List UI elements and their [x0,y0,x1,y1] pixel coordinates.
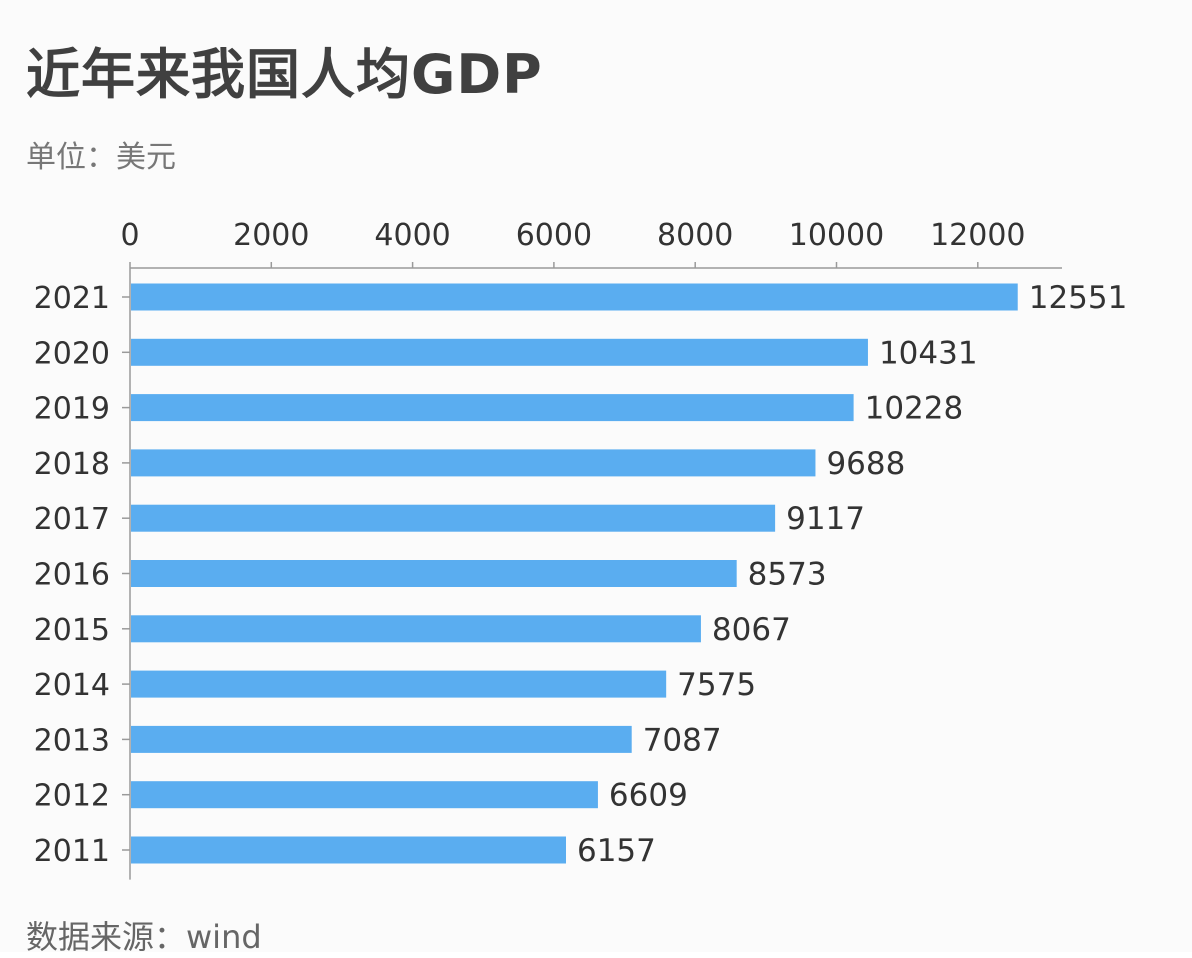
category-label-2014: 2014 [34,668,110,703]
data-label-2018: 9688 [826,446,905,482]
bar-2018 [131,449,816,477]
bar-2021 [131,283,1018,311]
data-label-2012: 6609 [609,778,688,814]
data-label-2017: 9117 [786,501,865,537]
bar-2015 [131,615,701,643]
data-label-2020: 10431 [879,335,978,371]
data-label-2011: 6157 [577,833,656,869]
x-tick-label-2: 4000 [374,218,450,253]
data-label-2015: 8067 [712,612,791,648]
category-label-2020: 2020 [34,336,110,371]
bar-2012 [131,781,598,809]
category-label-2018: 2018 [34,447,110,482]
category-label-2016: 2016 [34,558,110,593]
category-label-2019: 2019 [34,392,110,427]
data-label-2021: 12551 [1029,280,1128,316]
x-tick-label-6: 12000 [930,218,1025,253]
chart-title: 近年来我国人均GDP [26,43,543,106]
bar-2013 [131,725,632,753]
x-tick-label-0: 0 [120,218,139,253]
category-label-2012: 2012 [34,779,110,814]
bar-2016 [131,560,737,587]
bar-2019 [131,394,854,422]
x-tick-label-3: 6000 [516,218,592,253]
category-label-2013: 2013 [34,723,110,758]
bar-2011 [131,836,566,864]
data-label-2019: 10228 [865,391,964,427]
data-source-label: 数据来源：wind [26,918,262,956]
x-tick-label-4: 8000 [657,218,733,253]
x-tick-label-5: 10000 [789,218,884,253]
data-label-2014: 7575 [677,667,756,703]
bar-2020 [131,338,868,366]
bar-2017 [131,504,776,532]
x-tick-label-1: 2000 [233,218,309,253]
category-label-2021: 2021 [34,281,110,316]
category-label-2015: 2015 [34,613,110,648]
category-label-2011: 2011 [34,834,110,869]
bar-2014 [131,670,667,698]
category-label-2017: 2017 [34,502,110,537]
chart-unit-label: 单位：美元 [26,140,176,175]
data-label-2013: 7087 [643,722,722,758]
data-label-2016: 8573 [748,557,827,593]
